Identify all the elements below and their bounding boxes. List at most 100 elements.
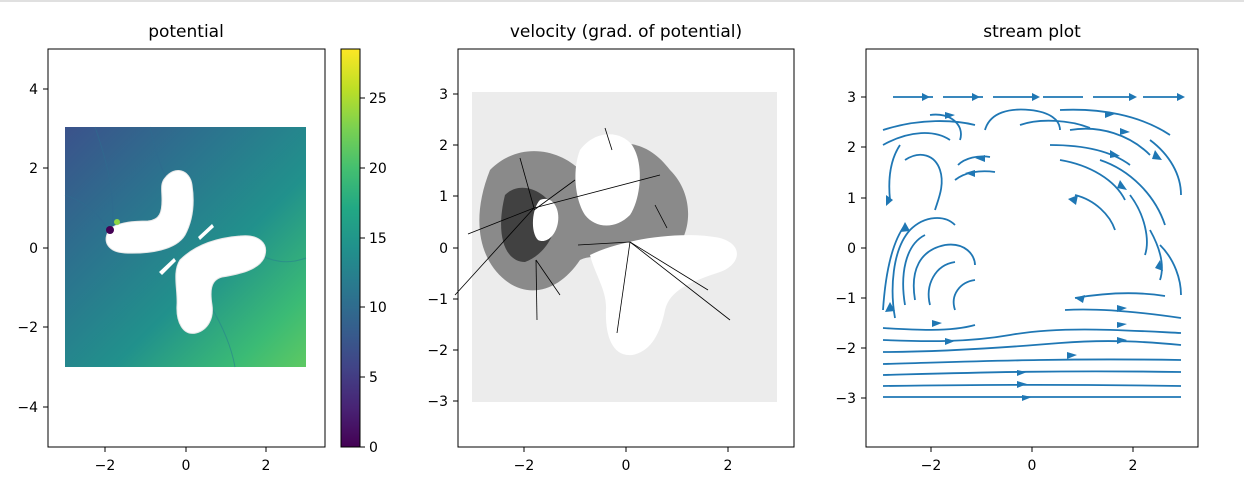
axes-frame-stream: [865, 48, 1199, 448]
stream-arrow: [965, 170, 975, 177]
streamline: [882, 120, 976, 131]
streamline: [882, 370, 1182, 376]
y-tick-label: −2: [17, 320, 38, 336]
streamline: [1069, 127, 1151, 156]
y-tick-label: −3: [835, 391, 856, 407]
quiver-long-arrows: [454, 127, 731, 334]
y-axis-potential: [43, 88, 48, 408]
stream-arrow: [1155, 260, 1163, 271]
obstacle-sliver-upper: [198, 224, 214, 240]
colorbar-tick-label: 0: [369, 440, 378, 456]
x-tick-label: 0: [182, 458, 191, 474]
stream-arrow: [945, 112, 955, 119]
stream-arrows: [885, 111, 1163, 401]
streamline: [912, 243, 976, 301]
x-axis-potential: [104, 447, 267, 452]
streamline: [882, 324, 976, 331]
y-axis-velocity: [453, 93, 458, 402]
streamline: [952, 279, 976, 311]
colorbar-tick-label: 25: [369, 91, 387, 107]
x-tick-label: −2: [95, 458, 116, 474]
streamline: [1129, 194, 1148, 256]
stream-arrow: [1117, 322, 1127, 328]
x-tick-label: −2: [514, 458, 535, 474]
obstacle-upper-left: [105, 170, 194, 254]
top-divider: [0, 0, 1244, 2]
y-tick-label: 3: [847, 90, 856, 106]
panel-potential: potential −2 0 2: [17, 22, 386, 474]
streamline: [1019, 119, 1091, 129]
quiver-field: [454, 92, 777, 402]
y-tick-label: −1: [427, 292, 448, 308]
streamline: [984, 108, 1061, 131]
colorbar: [340, 48, 361, 448]
streamline: [1074, 194, 1116, 231]
streamline: [1099, 159, 1166, 226]
obstacle-sliver-lower: [159, 258, 176, 275]
stream-arrow: [932, 320, 942, 327]
streamline: [904, 153, 943, 211]
colorbar-tick-label: 5: [369, 370, 378, 386]
x-tick-label: 2: [1129, 458, 1138, 474]
streamlines: [882, 92, 1186, 398]
streamline: [882, 358, 1182, 365]
title-velocity: velocity (grad. of potential): [510, 22, 742, 42]
y-tick-label: 3: [439, 87, 448, 103]
stream-arrow: [1117, 305, 1127, 312]
stream-arrow: [1022, 395, 1032, 401]
stream-arrow: [900, 222, 910, 232]
stream-arrow: [1067, 352, 1077, 359]
y-tick-label: −3: [427, 394, 448, 410]
y-axis-stream: [861, 96, 866, 399]
obstacle-lower-right: [175, 235, 266, 334]
streamline: [882, 383, 1182, 387]
streamline: [882, 340, 1182, 353]
x-tick-label: 2: [262, 458, 271, 474]
stream-arrow: [1075, 295, 1085, 303]
colorbar-tick-label: 10: [369, 300, 387, 316]
stream-arrow: [885, 302, 895, 312]
title-stream: stream plot: [983, 22, 1081, 42]
stream-arrow: [1017, 381, 1027, 388]
stream-arrow: [945, 338, 955, 345]
streamline: [891, 217, 956, 319]
y-tick-label: 1: [439, 189, 448, 205]
x-tick-label: 0: [1028, 458, 1037, 474]
streamline: [882, 132, 951, 146]
y-tick-label: 4: [29, 82, 38, 98]
streamline: [957, 155, 991, 166]
stream-arrow: [975, 155, 985, 162]
streamline: [929, 113, 962, 141]
streamline: [1149, 229, 1163, 281]
streamline: [888, 144, 901, 201]
potential-minimum: [106, 226, 114, 234]
x-axis-velocity: [523, 447, 729, 452]
stream-arrow: [886, 195, 893, 206]
stream-arrow: [1117, 180, 1127, 190]
streamline: [1049, 144, 1131, 166]
panel-stream: stream plot: [835, 22, 1199, 474]
stream-arrow: [1117, 337, 1127, 344]
potential-contour: [209, 304, 236, 368]
streamline: [1064, 308, 1182, 319]
y-tick-label: −4: [17, 400, 38, 416]
x-tick-label: −2: [921, 458, 942, 474]
y-tick-label: 0: [29, 241, 38, 257]
streamline: [1059, 108, 1171, 136]
quiver-void-upper: [575, 134, 640, 226]
y-tick-label: 2: [847, 140, 856, 156]
colorbar-tick-label: 20: [369, 161, 387, 177]
colorbar-ticks: [360, 97, 365, 448]
y-tick-label: 1: [847, 191, 856, 207]
y-tick-label: 0: [847, 241, 856, 257]
streamline: [1074, 292, 1166, 299]
stream-arrow: [1110, 150, 1120, 158]
streamline: [1059, 159, 1126, 201]
potential-maximum: [114, 219, 120, 225]
stream-arrow: [1068, 195, 1078, 205]
quiver-void-left: [532, 198, 559, 242]
potential-contour: [94, 126, 114, 231]
potential-field: [64, 126, 307, 368]
potential-contour: [64, 194, 107, 227]
